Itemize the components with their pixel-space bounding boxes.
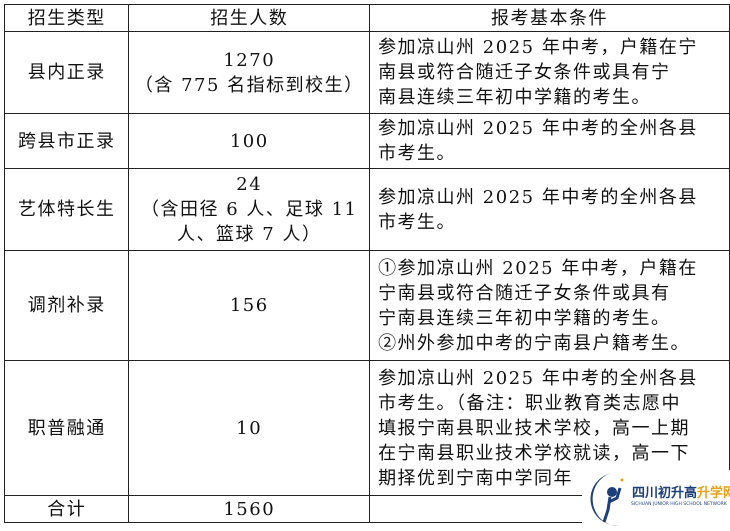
condition-line: 市考生。（备注：职业教育类志愿中 xyxy=(378,392,682,414)
condition-cell: ①参加凉山州 2025 年中考，户籍在 宁南县或符合随迁子女条件或具有 宁南县连续三… xyxy=(369,250,730,361)
count-line: 24 xyxy=(236,174,263,195)
count-line: 156 xyxy=(229,295,269,316)
type-cell: 跨县市正录 xyxy=(3,113,130,169)
total-label: 合计 xyxy=(3,495,130,523)
table-row: 职普融通 10 参加凉山州 2025 年中考的全州各县 市考生。（备注：职业教育类… xyxy=(3,360,730,496)
count-cell: 10 xyxy=(128,360,371,496)
condition-line: 参加凉山州 2025 年中考的全州各县 xyxy=(378,118,698,139)
condition-line: 宁南县连续三年初中学籍的考生。 xyxy=(378,307,671,329)
watermark-subtitle: SICHUAN JUNIOR HIGH SCHOOL NETWORK xyxy=(631,502,727,507)
table-row: 艺体特长生 24 （含田径 6 人、足球 11 人、篮球 7 人） 参加凉山州 20… xyxy=(3,168,730,251)
watermark-logo: 四川初升高升学网 SICHUAN JUNIOR HIGH SCHOOL NETW… xyxy=(582,470,730,527)
condition-line: 南县或符合随迁子女条件或具有宁 xyxy=(378,62,671,83)
condition-cell: 参加凉山州 2025 年中考的全州各县 市考生。 xyxy=(369,168,730,251)
condition-cell: 参加凉山州 2025 年中考的全州各县 市考生。 xyxy=(369,113,730,169)
header-cell: 招生类型 xyxy=(3,4,130,32)
condition-line: 期择优到宁南中学同年 xyxy=(378,467,574,489)
type-cell: 职普融通 xyxy=(3,360,130,496)
table-row: 跨县市正录 100 参加凉山州 2025 年中考的全州各县 市考生。 xyxy=(3,113,730,169)
header-row: 招生类型 招生人数 报考基本条件 xyxy=(3,4,730,32)
header-cell: 招生人数 xyxy=(128,4,371,32)
type-cell: 调剂补录 xyxy=(3,250,130,361)
condition-cell: 参加凉山州 2025 年中考，户籍在宁 南县或符合随迁子女条件或具有宁 南县连续三年… xyxy=(369,31,730,114)
condition-line: 南县连续三年初中学籍的考生。 xyxy=(378,87,652,108)
admission-table: 招生类型 招生人数 报考基本条件 县内正录 1270 （含 775 名指标到校生）… xyxy=(3,4,730,523)
count-line: 1270 xyxy=(223,49,276,71)
count-cell: 100 xyxy=(128,113,371,169)
watermark-name: 四川初升高升学网 xyxy=(632,486,730,501)
condition-line: 参加凉山州 2025 年中考的全州各县 xyxy=(378,186,698,208)
condition-line: 填报宁南县职业技术学校，高一上期 xyxy=(378,417,691,439)
count-cell: 24 （含田径 6 人、足球 11 人、篮球 7 人） xyxy=(128,168,371,251)
count-cell: 1270 （含 775 名指标到校生） xyxy=(128,31,371,114)
condition-line: 在宁南县职业技术学校就读，高一下 xyxy=(378,442,691,464)
type-cell: 县内正录 xyxy=(3,31,130,114)
count-line: （含 775 名指标到校生） xyxy=(134,74,364,96)
header-cell: 报考基本条件 xyxy=(369,4,730,32)
count-line: 10 xyxy=(236,417,263,439)
crescent-logo-icon xyxy=(590,473,624,526)
total-count: 1560 xyxy=(128,495,371,523)
condition-line: 参加凉山州 2025 年中考的全州各县 xyxy=(378,367,698,389)
condition-line: 市考生。 xyxy=(378,211,457,233)
condition-line: 参加凉山州 2025 年中考，户籍在宁 xyxy=(378,37,698,58)
table-row: 县内正录 1270 （含 775 名指标到校生） 参加凉山州 2025 年中考，户… xyxy=(3,31,730,114)
count-line: 人、篮球 7 人） xyxy=(177,224,322,245)
type-cell: 艺体特长生 xyxy=(3,168,130,251)
count-line: 100 xyxy=(229,130,269,152)
condition-line: 宁南县或符合随迁子女条件或具有 xyxy=(378,282,671,304)
table-row: 调剂补录 156 ①参加凉山州 2025 年中考，户籍在 宁南县或符合随迁子女条件… xyxy=(3,250,730,361)
condition-line: ②州外参加中考的宁南县户籍考生。 xyxy=(378,332,691,354)
count-line: （含田径 6 人、足球 11 xyxy=(140,199,358,220)
condition-line: 市考生。 xyxy=(378,143,457,164)
count-cell: 156 xyxy=(128,250,371,361)
condition-line: ①参加凉山州 2025 年中考，户籍在 xyxy=(378,257,698,279)
